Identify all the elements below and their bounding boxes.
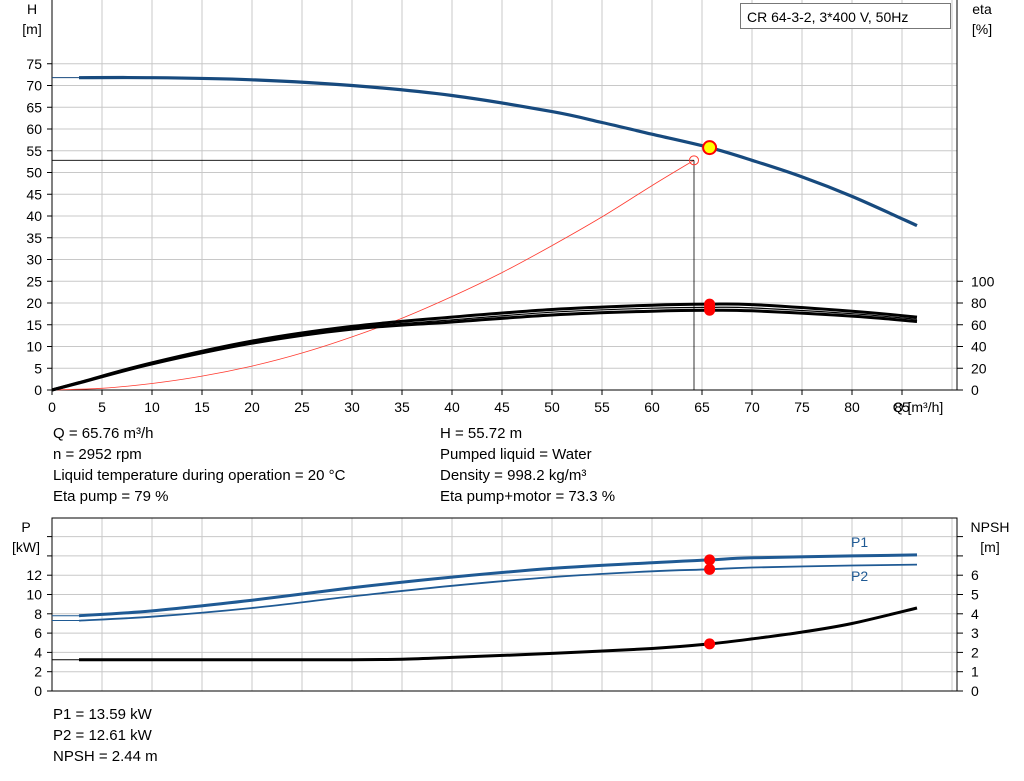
eta-operating-dot [704,301,716,313]
x-tick-label: 85 [894,399,910,415]
info-npsh: NPSH = 2.44 m [53,748,158,765]
top-right-tick-label: 20 [971,360,987,376]
info-p2: P2 = 12.61 kW [53,727,152,744]
head-curve [78,75,918,228]
x-axis-title: Q [m³/h] [893,399,944,415]
x-tick-label: 20 [244,399,260,415]
info-top-right: H = 55.72 m Pumped liquid = Water Densit… [440,423,615,507]
bottom-right-tick-label: 1 [971,664,979,680]
info-flow: Q = 65.76 m³/h [53,425,154,442]
bottom-right-axis-unit: [m] [980,539,999,555]
x-tick-label: 40 [444,399,460,415]
x-tick-label: 30 [344,399,360,415]
top-left-axis-unit: [m] [22,21,41,37]
x-tick-label: 35 [394,399,410,415]
info-eta-pump-motor: Eta pump+motor = 73.3 % [440,488,616,505]
top-left-tick-label: 70 [26,78,42,94]
x-tick-label: 75 [794,399,810,415]
info-speed: n = 2952 rpm [53,446,142,463]
top-left-tick-label: 15 [26,317,42,333]
system-curve [51,159,695,391]
x-tick-label: 55 [594,399,610,415]
bottom-left-tick-label: 2 [34,664,42,680]
bottom-left-tick-label: 12 [26,567,42,583]
info-liquid-temperature: Liquid temperature during operation = 20… [53,467,346,484]
p1-operating-dot [704,554,716,566]
bottom-left-axis-unit: [kW] [12,539,40,555]
x-tick-label: 25 [294,399,310,415]
bottom-right-axis-title: NPSH [971,519,1010,535]
top-left-tick-label: 35 [26,230,42,246]
p1-curve [78,553,918,618]
info-top-left: Q = 65.76 m³/h n = 2952 rpm Liquid tempe… [53,423,345,507]
x-tick-label: 15 [194,399,210,415]
p1-series-label: P1 [851,534,868,550]
bottom-right-tick-label: 5 [971,587,979,603]
p2-operating-dot [704,563,716,575]
top-left-tick-label: 25 [26,273,42,289]
top-left-tick-label: 10 [26,339,42,355]
x-tick-label: 10 [144,399,160,415]
x-tick-label: 5 [98,399,106,415]
top-left-tick-label: 50 [26,165,42,181]
npsh-operating-dot [704,638,716,650]
bottom-right-tick-label: 2 [971,644,979,660]
top-left-tick-label: 55 [26,143,42,159]
info-bottom: P1 = 13.59 kW P2 = 12.61 kW NPSH = 2.44 … [53,704,158,767]
top-right-tick-label: 80 [971,295,987,311]
eta-pump-motor-curve [51,308,918,392]
top-right-axis-title: eta [972,1,992,17]
x-tick-label: 80 [844,399,860,415]
top-left-tick-label: 75 [26,56,42,72]
top-right-tick-label: 60 [971,317,987,333]
top-right-tick-label: 0 [971,382,979,398]
x-tick-label: 60 [644,399,660,415]
bottom-right-tick-label: 0 [971,683,979,699]
pump-title-box: CR 64-3-2, 3*400 V, 50Hz [740,3,951,29]
bottom-left-tick-label: 4 [34,644,42,660]
p2-series-label: P2 [851,568,868,584]
top-left-tick-label: 20 [26,295,42,311]
info-pumped-liquid: Pumped liquid = Water [440,446,592,463]
top-left-tick-label: 60 [26,121,42,137]
top-right-tick-label: 40 [971,339,987,355]
x-tick-label: 0 [48,399,56,415]
x-tick-label: 45 [494,399,510,415]
bottom-left-tick-label: 6 [34,625,42,641]
bottom-right-tick-label: 3 [971,625,979,641]
top-left-tick-label: 30 [26,252,42,268]
bottom-right-tick-label: 6 [971,567,979,583]
bottom-left-tick-label: 10 [26,587,42,603]
info-p1: P1 = 13.59 kW [53,706,152,723]
operating-point [702,140,718,156]
requested-point [689,155,699,166]
top-right-tick-label: 100 [971,273,995,289]
bottom-left-tick-label: 0 [34,683,42,699]
bottom-frame [51,517,958,692]
info-eta-pump: Eta pump = 79 % [53,488,169,505]
p2-curve [78,563,918,622]
top-left-tick-label: 40 [26,208,42,224]
top-left-tick-label: 5 [34,360,42,376]
info-density: Density = 998.2 kg/m³ [440,467,587,484]
top-left-tick-label: 0 [34,382,42,398]
bottom-right-tick-label: 4 [971,606,979,622]
top-right-axis-unit: [%] [972,21,992,37]
bottom-left-axis-title: P [21,519,30,535]
x-tick-label: 50 [544,399,560,415]
x-tick-label: 65 [694,399,710,415]
npsh-curve [78,606,918,662]
top-left-tick-label: 45 [26,186,42,202]
info-head: H = 55.72 m [440,425,523,442]
bottom-left-tick-label: 8 [34,606,42,622]
top-left-tick-label: 65 [26,99,42,115]
x-tick-label: 70 [744,399,760,415]
top-left-axis-title: H [27,1,37,17]
